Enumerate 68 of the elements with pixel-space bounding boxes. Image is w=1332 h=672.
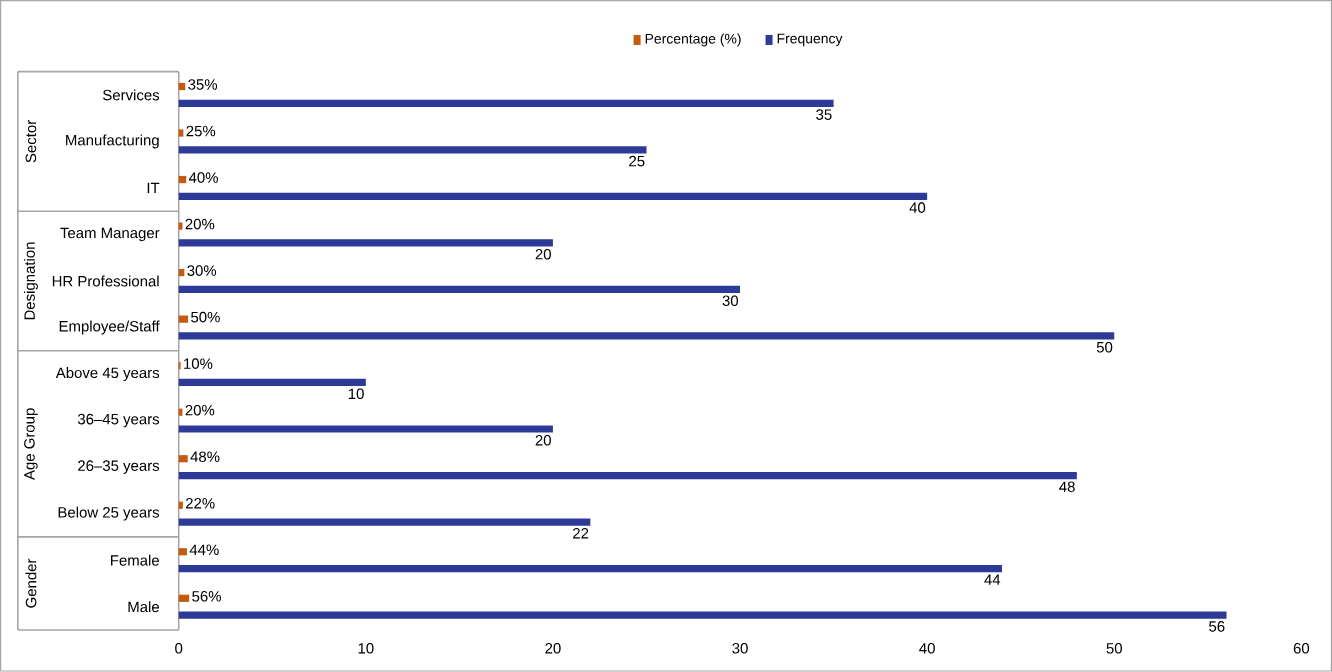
text: Designation (23, 242, 38, 320)
data-label: 44 (984, 574, 1001, 586)
x-tick-label: 40 (919, 643, 935, 654)
y-tick-label: IT (147, 183, 160, 194)
y-tick-label: Above 45 years (55, 367, 160, 382)
y-tick-label: Female (111, 554, 159, 566)
y-tick-label: Below 25 years (58, 506, 160, 521)
data-label: 10 (348, 388, 364, 400)
bar (178, 455, 188, 463)
data-label: 40 (909, 202, 926, 214)
data-label: 30% (187, 265, 217, 277)
data-label: 50% (191, 312, 220, 323)
bar (178, 548, 187, 556)
data-label: 56% (192, 591, 221, 602)
x-tick-label: 20 (545, 643, 561, 654)
legend-label: Percentage (%) (645, 33, 741, 47)
text: Sector (25, 120, 37, 163)
x-tick-label: 50 (1106, 643, 1122, 654)
data-label: 10% (184, 358, 213, 370)
data-label: 20 (535, 249, 551, 260)
y-tick-label: 26–35 years (78, 460, 160, 475)
bar (178, 594, 190, 603)
text: Gender (25, 558, 37, 608)
bar (178, 315, 189, 323)
bar (178, 129, 184, 137)
y-tick-label: Manufacturing (66, 134, 159, 149)
data-label: 35% (188, 79, 218, 90)
y-tick-label: Services (103, 89, 160, 101)
data-label: 40% (188, 172, 218, 184)
bar (178, 99, 834, 108)
data-label: 20% (185, 218, 215, 230)
bar (178, 518, 591, 526)
y-tick-label: HR Professional (52, 275, 159, 287)
data-label: 35 (816, 109, 832, 121)
data-label: 25% (186, 125, 216, 137)
legend-label: Frequency (777, 33, 843, 47)
bar (178, 379, 366, 387)
bar (178, 192, 928, 201)
bar (178, 472, 1077, 480)
data-label: 30 (722, 295, 739, 307)
y-tick-label: Male (128, 601, 159, 613)
bar (178, 286, 741, 294)
y-tick-label: 36–45 years (77, 414, 160, 428)
data-label: 25 (629, 156, 645, 167)
data-label: 48 (1059, 481, 1075, 493)
x-tick-label: 10 (358, 643, 374, 654)
bar (178, 611, 1227, 619)
bar (178, 565, 1002, 573)
data-label: 20 (535, 435, 551, 446)
bar (178, 146, 647, 154)
data-label: 50 (1096, 342, 1113, 353)
y-tick-label: Team Manager (60, 227, 160, 242)
data-label: 56 (1209, 621, 1225, 632)
bar (178, 176, 187, 184)
x-tick-label: 30 (732, 643, 748, 654)
bar (178, 501, 183, 510)
data-label: 44% (189, 544, 219, 556)
data-label: 20% (185, 405, 215, 416)
text: Age Group (24, 408, 38, 481)
x-tick-label: 0 (175, 643, 183, 654)
data-label: 22% (185, 498, 215, 509)
y-tick-label: Employee/Staff (59, 320, 160, 335)
bar (178, 425, 553, 433)
data-label: 22 (573, 528, 589, 539)
bar (178, 239, 553, 247)
data-label: 48% (190, 451, 220, 463)
bar (178, 332, 1115, 340)
x-tick-label: 60 (1293, 643, 1310, 654)
